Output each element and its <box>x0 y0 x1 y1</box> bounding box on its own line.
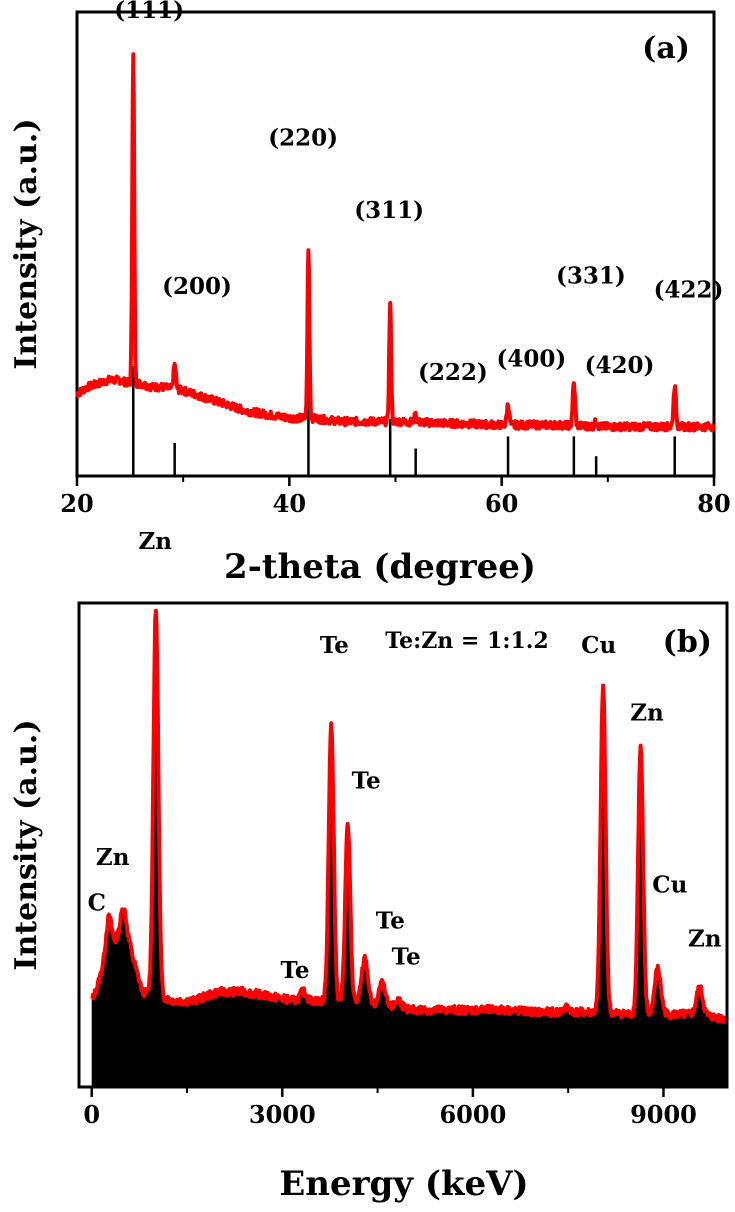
element-label: Zn <box>688 926 722 953</box>
xrd-x-tick-label: 20 <box>60 489 93 518</box>
xrd-panel: 20 40 60 80 (111)(200)(220)(311)(222)(400)(… <box>9 0 731 587</box>
hkl-label: (220) <box>268 125 338 152</box>
element-label: C <box>88 889 106 916</box>
eds-y-axis-title: Intensity (a.u.) <box>9 719 44 970</box>
xrd-x-tick-label: 40 <box>273 489 306 518</box>
element-label: Cu <box>581 632 616 659</box>
xrd-y-axis-title: Intensity (a.u.) <box>9 118 44 369</box>
hkl-label: (111) <box>114 0 184 24</box>
element-label: Cu <box>652 871 687 898</box>
xrd-x-axis: 20 40 60 80 <box>60 476 731 518</box>
eds-x-axis-title: Energy (keV) <box>279 1164 528 1204</box>
eds-peak-labels: C Zn Zn Te Te Te Te Te Cu Zn Cu Zn <box>88 528 722 984</box>
eds-x-tick-label: 3000 <box>249 1100 316 1129</box>
hkl-label: (400) <box>497 345 567 372</box>
element-label: Zn <box>96 844 130 871</box>
hkl-label: (420) <box>585 352 655 379</box>
element-label: Zn <box>138 528 172 555</box>
eds-x-tick-label: 0 <box>83 1100 100 1129</box>
xrd-x-axis-title: 2-theta (degree) <box>224 547 536 587</box>
eds-x-tick-label: 6000 <box>439 1100 506 1129</box>
hkl-label: (222) <box>418 359 488 386</box>
xrd-reference-lines <box>132 366 676 476</box>
xrd-peak-labels: (111) (200) (220) (311) (222) (400) (331) (420)… <box>114 0 723 386</box>
xrd-plot-frame <box>75 10 716 478</box>
xrd-pattern-line <box>75 52 716 433</box>
hkl-label: (200) <box>162 273 232 300</box>
element-label: Te <box>280 957 309 984</box>
element-label: Te <box>352 767 381 794</box>
xrd-x-tick-label: 60 <box>485 489 518 518</box>
eds-x-axis: 0 3000 6000 9000 <box>83 1087 697 1129</box>
eds-plot-frame <box>77 601 729 1089</box>
xrd-x-tick-label: 80 <box>697 489 730 518</box>
hkl-label: (311) <box>354 197 424 224</box>
eds-panel: 0 3000 6000 9000 C Zn Zn Te Te Te Te Te Cu Zn Cu Zn Te… <box>9 528 729 1204</box>
eds-x-tick-label: 9000 <box>630 1100 697 1129</box>
hkl-label: (422) <box>654 276 724 303</box>
hkl-label: (331) <box>556 263 626 290</box>
element-label: Te <box>376 908 405 935</box>
composition-ratio-label: Te:Zn = 1:1.2 <box>385 628 548 654</box>
element-label: Te <box>320 632 349 659</box>
eds-spectrum-line <box>90 608 729 1024</box>
element-label: Zn <box>630 700 664 727</box>
element-label: Te <box>392 944 421 971</box>
panel-label-b: (b) <box>663 625 712 660</box>
panel-label-a: (a) <box>642 31 690 66</box>
